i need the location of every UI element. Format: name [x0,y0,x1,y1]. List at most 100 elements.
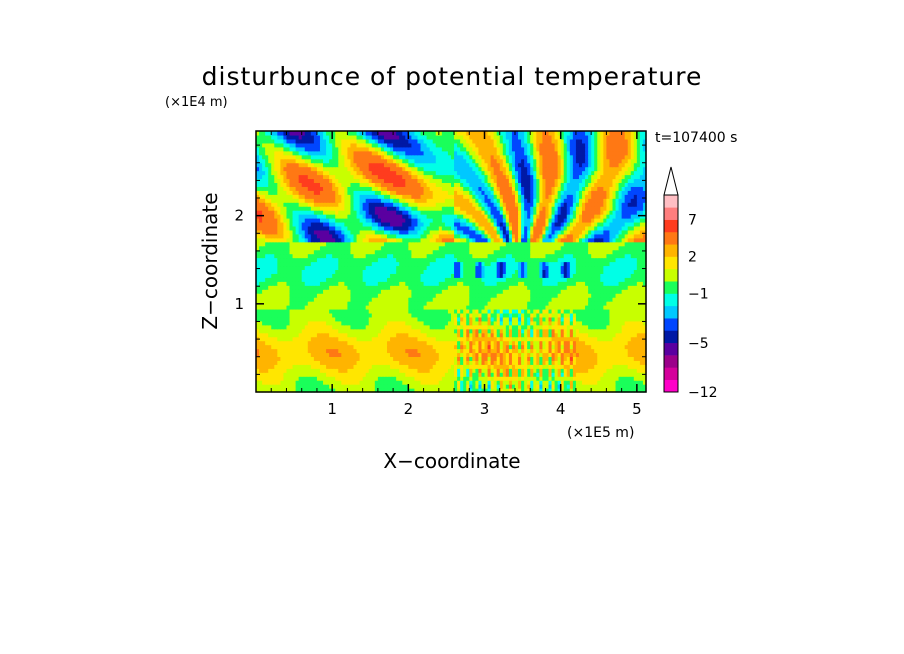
heatmap-cell [417,312,422,318]
heatmap-cell [313,237,318,243]
heatmap-cell [390,368,394,373]
heatmap-cell [304,356,309,361]
heatmap-cell [341,273,345,278]
heatmap-cell [514,265,519,270]
heatmap-cell [591,324,595,330]
heatmap-cell [438,241,443,247]
heatmap-cell [259,265,263,270]
heatmap-cell [283,293,288,298]
heatmap-cell [466,364,470,369]
heatmap-cell [490,293,495,298]
heatmap-cell [527,368,531,373]
heatmap-cell [603,336,607,342]
heatmap-cell [335,372,339,377]
heatmap-cell [609,384,614,389]
heatmap-cell [338,348,342,354]
heatmap-cell [323,332,327,338]
heatmap-cell [630,305,635,310]
heatmap-cell [472,336,476,342]
heatmap-cell [508,281,513,286]
heatmap-cell [411,348,416,354]
heatmap-cell [621,352,626,357]
heatmap-cell [606,281,611,286]
heatmap-cell [426,388,431,393]
heatmap-cell [295,305,300,310]
heatmap-cell [511,384,516,389]
heatmap-cell [466,293,470,298]
heatmap-cell [359,312,364,318]
heatmap-cell [332,241,336,247]
heatmap-cell [313,348,318,354]
heatmap-cell [417,384,422,389]
heatmap-cell [530,289,534,294]
heatmap-cell [301,332,306,338]
heatmap-cell [350,372,355,377]
heatmap-cell [557,237,562,243]
heatmap-cell [591,336,595,342]
heatmap-cell [259,360,263,365]
heatmap-cell [499,340,504,346]
heatmap-cell [319,305,324,310]
heatmap-cell [493,360,498,365]
heatmap-cell [451,297,455,302]
heatmap-cell [451,376,455,381]
heatmap-cell [326,336,330,342]
heatmap-cell [582,372,586,377]
heatmap-cell [316,308,321,314]
heatmap-cell [600,360,604,365]
heatmap-cell [575,273,580,278]
heatmap-cell [630,336,635,342]
heatmap-cell [499,368,504,373]
heatmap-cell [374,273,379,278]
heatmap-cell [435,305,440,310]
heatmap-cell [411,301,416,306]
heatmap-cell [496,269,501,274]
heatmap-cell [295,312,300,318]
heatmap-cell [371,372,376,377]
heatmap-cell [521,301,525,306]
heatmap-cell [454,241,458,247]
heatmap-cell [396,249,400,255]
heatmap-cell [514,312,519,318]
heatmap-cell [277,332,281,338]
heatmap-cell [578,241,583,247]
heatmap-cell [548,344,553,350]
heatmap-cell [600,308,604,314]
heatmap-cell [402,289,406,294]
heatmap-cell [469,344,473,350]
heatmap-cell [469,368,473,373]
heatmap-cell [621,368,626,373]
heatmap-cell [539,352,544,357]
heatmap-cell [457,265,461,270]
heatmap-cell [262,348,266,354]
heatmap-cell [624,305,629,310]
heatmap-cell [636,328,641,334]
heatmap-cell [411,312,416,318]
heatmap-cell [365,320,370,326]
heatmap-cell [554,384,559,389]
heatmap-cell [438,308,443,314]
heatmap-cell [307,332,312,338]
heatmap-cell [572,352,577,357]
heatmap-cell [292,344,297,350]
heatmap-cell [399,336,403,342]
heatmap-cell [374,328,379,334]
heatmap-cell [554,249,559,255]
heatmap-cell [292,384,297,389]
heatmap-cell [505,320,510,326]
heatmap-cell [524,316,528,322]
heatmap-cell [642,241,647,247]
heatmap-cell [502,316,507,322]
heatmap-cell [511,344,516,350]
heatmap-cell [380,360,385,365]
heatmap-cell [286,301,291,306]
heatmap-cell [377,360,382,365]
heatmap-cell [496,360,501,365]
heatmap-cell [578,336,583,342]
heatmap-cell [454,269,458,274]
heatmap-cell [551,320,556,326]
heatmap-cell [435,376,440,381]
heatmap-cell [551,237,556,243]
heatmap-cell [383,261,388,267]
heatmap-cell [514,253,519,259]
